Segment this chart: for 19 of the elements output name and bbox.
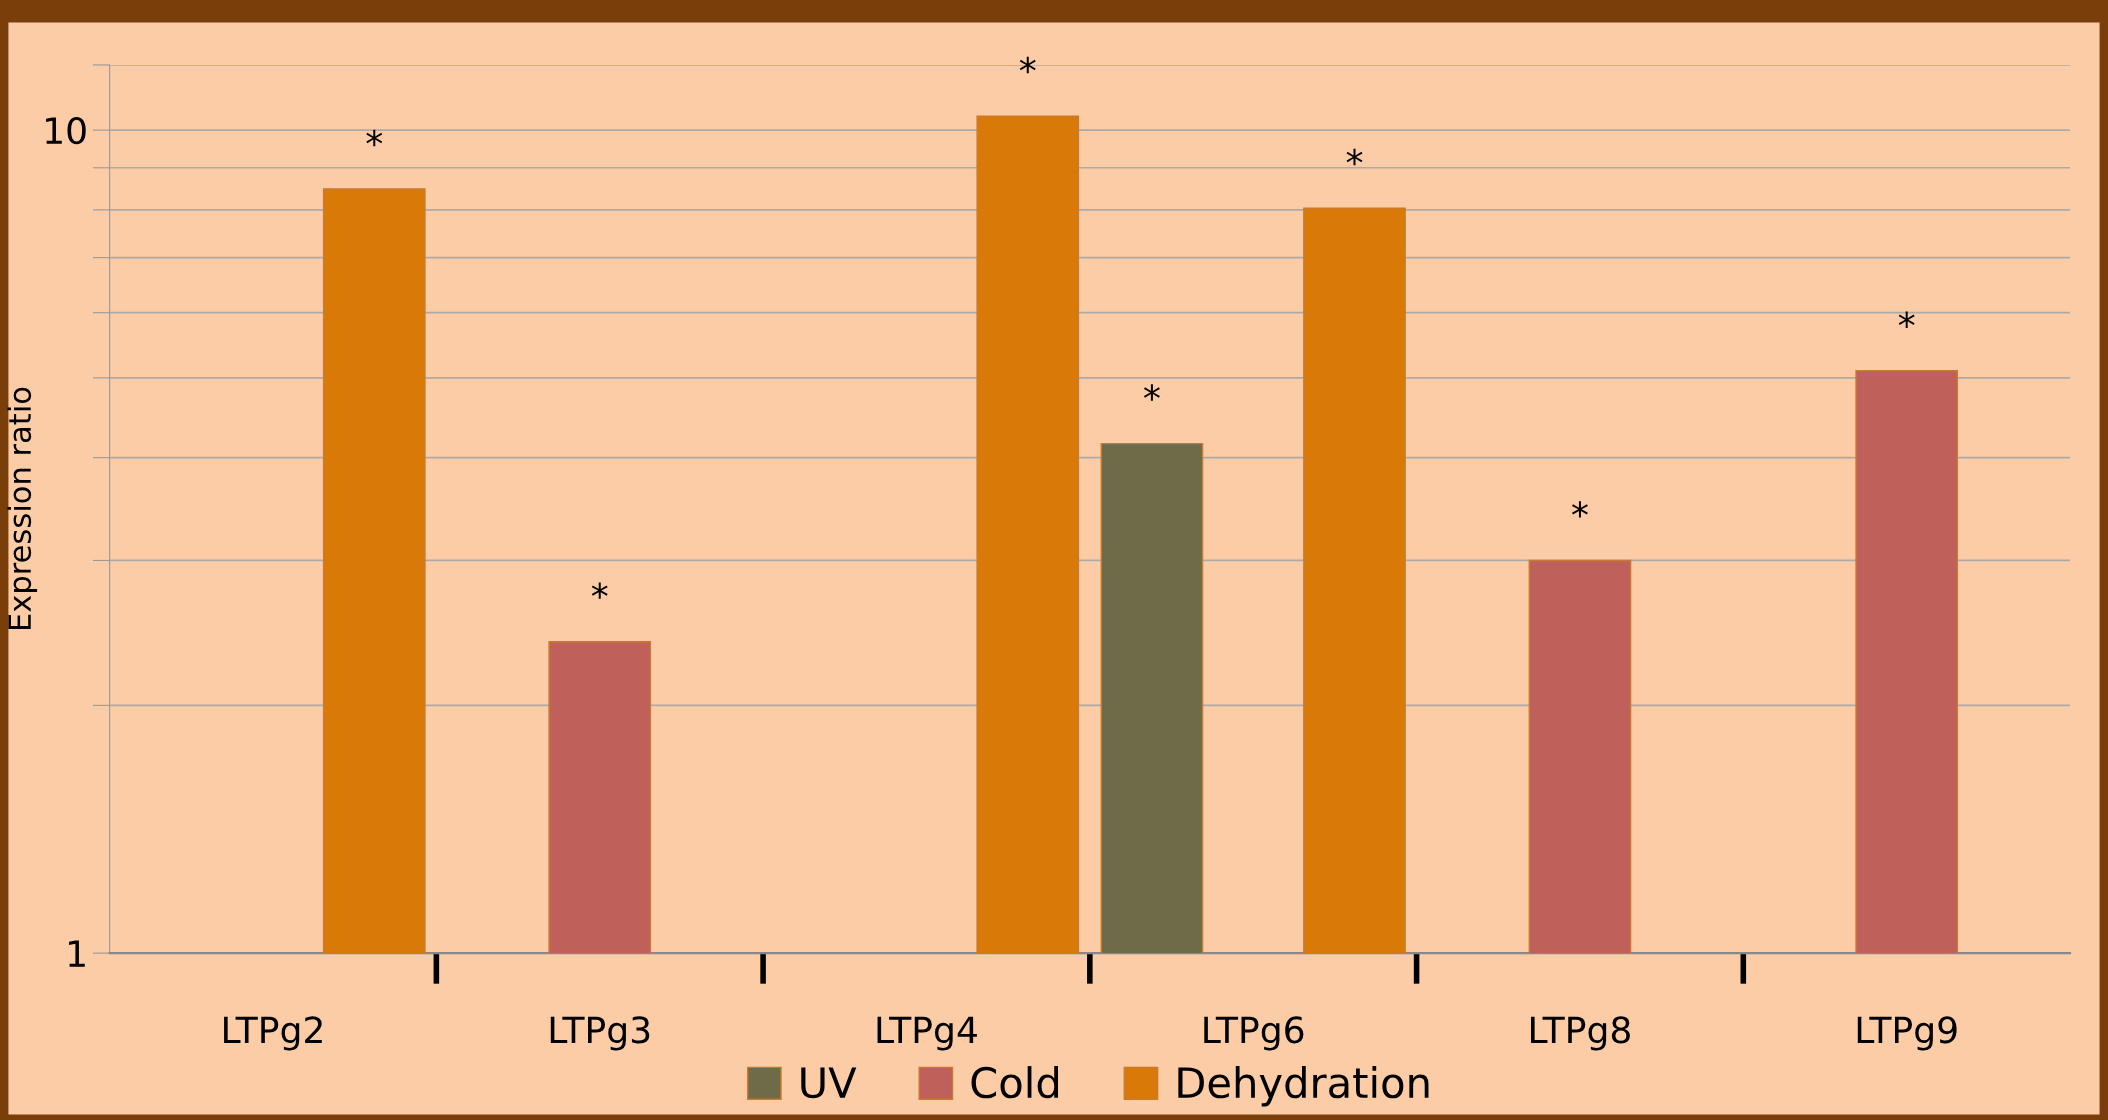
- x-tick-label: LTPg2: [224, 1016, 322, 1051]
- data-label: *: [1019, 56, 1036, 74]
- legend-label: Dehydration: [1178, 1066, 1429, 1107]
- data-label: *: [1898, 311, 1915, 328]
- data-label: *: [1346, 148, 1363, 166]
- x-tick-label: LTPg6: [1204, 1016, 1304, 1051]
- data-label: *: [1143, 384, 1160, 401]
- legend-label: Cold: [971, 1066, 1058, 1099]
- data-label: *: [366, 129, 383, 147]
- y-tick-label: 10: [46, 117, 86, 145]
- legend-label: UV: [801, 1067, 857, 1099]
- y-axis-title: Expression ratio: [7, 387, 38, 630]
- x-tick-label: LTPg8: [1531, 1016, 1630, 1051]
- x-tick-label: LTPg3: [550, 1016, 650, 1051]
- data-label: *: [591, 582, 608, 599]
- x-tick-label: LTPg9: [1857, 1016, 1957, 1051]
- data-label: *: [1572, 501, 1588, 518]
- x-tick-label: LTPg4: [877, 1016, 977, 1051]
- y-tick-label: 1: [69, 940, 85, 967]
